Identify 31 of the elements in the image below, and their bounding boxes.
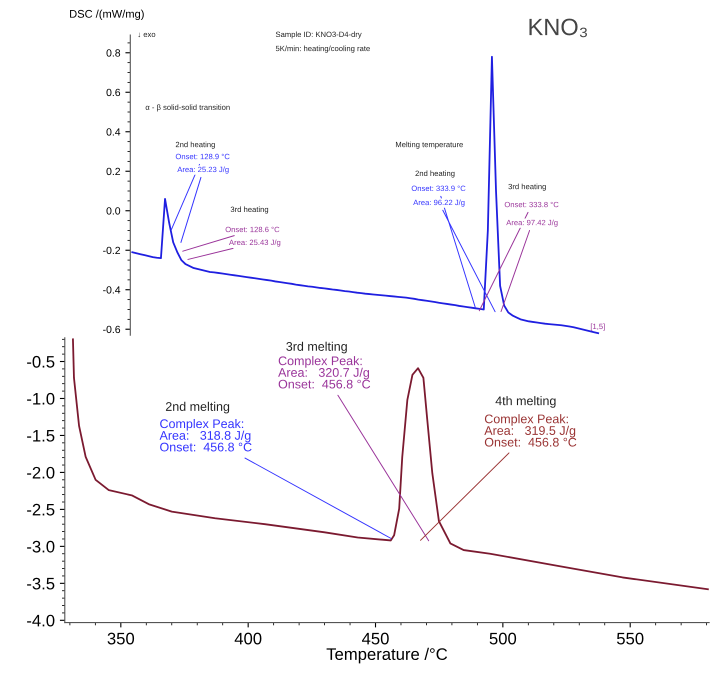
x-tick-label: 450 (362, 632, 389, 644)
y-tick-label: -2.0 (27, 466, 54, 479)
y-tick-label: -0.2 (103, 246, 120, 254)
x-tick-label: 400 (234, 632, 262, 644)
annotation: 2nd melting (166, 402, 230, 414)
y-tick-label: -0.5 (27, 356, 54, 368)
y-tick-label: 0.6 (106, 88, 120, 96)
y-tick-label: -2.5 (27, 504, 54, 516)
y-tick-label: -1.0 (27, 392, 54, 405)
x-tick-label: 350 (108, 632, 134, 644)
chart-title: KNO₃ (529, 18, 587, 38)
line-series (72, 338, 709, 590)
annotation: 3rd melting (286, 342, 347, 354)
y-tick-label: -0.6 (103, 326, 120, 334)
y-tick-label: -3.0 (27, 540, 54, 553)
annotation: 4th melting (496, 396, 556, 408)
annotation: Complex Peak: Area: 318.8 J/g Onset: 456.8 °C (160, 418, 252, 452)
y-tick-label: -3.5 (27, 578, 54, 590)
y-tick-label: -1.5 (27, 430, 54, 442)
annotation: Complex Peak: Area: 319.5 J/g Onset: 456.8 °C (484, 414, 576, 447)
y-tick-label: 0.0 (106, 207, 120, 215)
y-tick-label: -4.0 (27, 614, 54, 627)
y-tick-label: 0.4 (106, 128, 120, 136)
x-axis-title: Temperature /°C (326, 648, 448, 664)
x-tick-label: 500 (490, 632, 516, 644)
x-tick-label: 550 (616, 632, 644, 644)
y-tick-label: -0.4 (103, 286, 120, 294)
annotation: Complex Peak: Area: 320.7 J/g Onset: 456.8 °C (278, 356, 370, 389)
y-tick-label: 0.2 (106, 168, 120, 176)
y-axis-title: DSC /(mW/mg) (70, 10, 144, 20)
y-tick-label: 0.8 (106, 49, 120, 57)
